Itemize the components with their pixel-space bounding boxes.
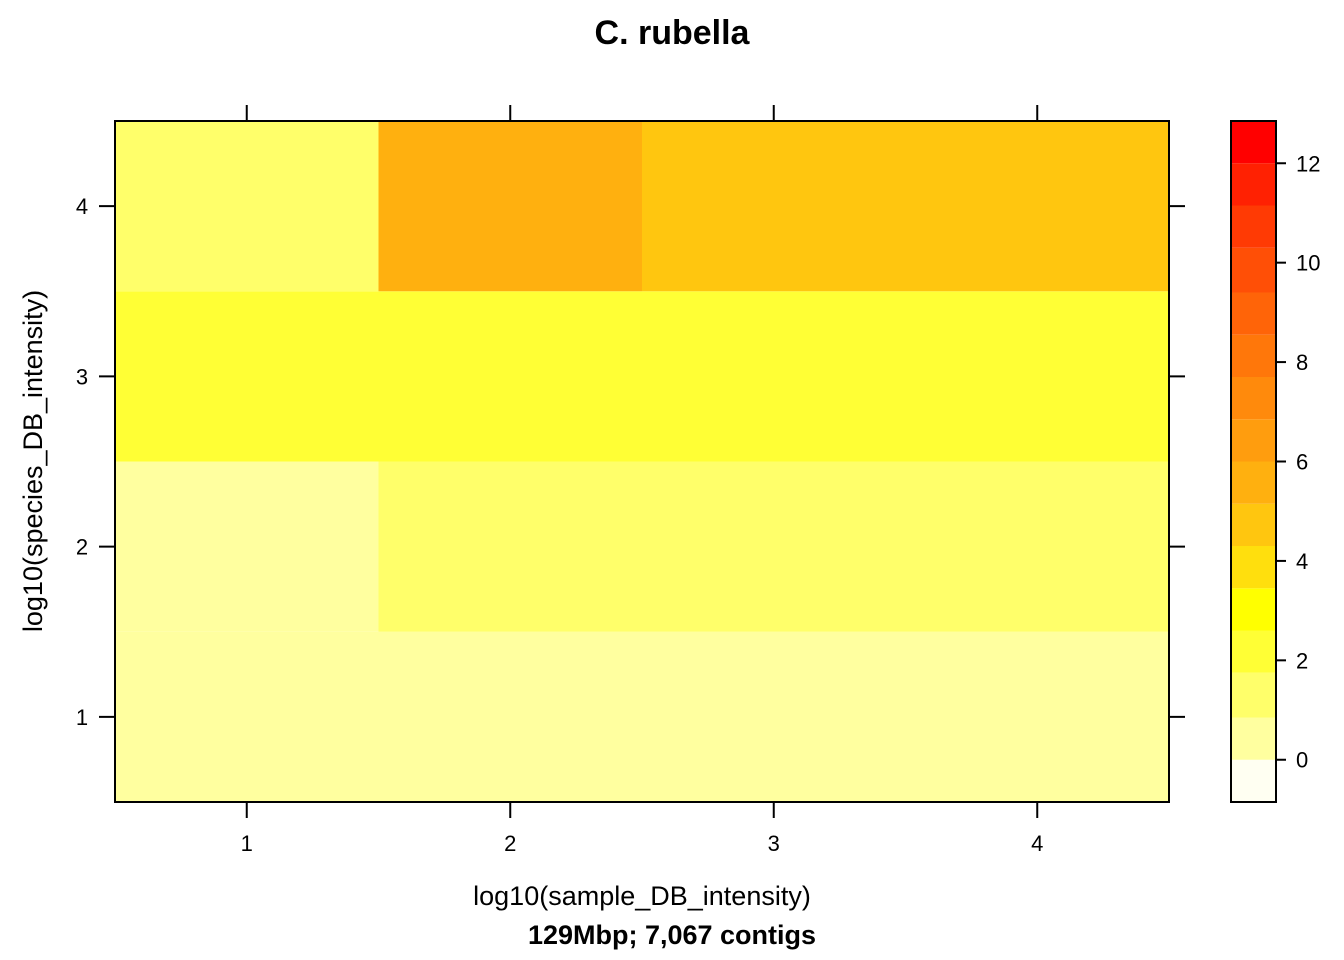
- plot-frame: [114, 120, 1170, 803]
- colorbar-tick-label: 8: [1296, 350, 1308, 375]
- colorbar-tick-label: 12: [1296, 151, 1320, 176]
- colorbar-segment: [1231, 717, 1276, 760]
- heatmap-cell-3-3: [642, 291, 906, 462]
- colorbar-tick-label: 6: [1296, 450, 1308, 475]
- colorbar-segment: [1231, 292, 1276, 335]
- colorbar-segment: [1231, 759, 1276, 802]
- y-tick-label-4: 4: [76, 194, 88, 219]
- chart-subtitle: 129Mbp; 7,067 contigs: [528, 920, 816, 950]
- heatmap-cell-3-1: [642, 631, 906, 802]
- heatmap-cells: [115, 121, 1169, 802]
- x-tick-label-2: 2: [504, 831, 516, 856]
- colorbar-segment: [1231, 503, 1276, 547]
- colorbar-tick-label: 10: [1296, 251, 1320, 276]
- colorbar-segment: [1231, 163, 1276, 206]
- heatmap-cell-1-3: [115, 291, 379, 462]
- heatmap-cell-3-4: [642, 121, 906, 292]
- heatmap-cell-4-3: [905, 291, 1169, 462]
- heatmap-cell-2-1: [378, 631, 642, 802]
- colorbar-segment: [1231, 461, 1276, 504]
- colorbar-segment: [1231, 121, 1276, 164]
- heatmap-cell-2-3: [378, 291, 642, 462]
- heatmap-cell-1-1: [115, 631, 379, 802]
- y-axis-label: log10(species_DB_intensity): [18, 290, 48, 632]
- heatmap-cell-4-1: [905, 631, 1169, 802]
- heatmap-cell-1-4: [115, 121, 379, 292]
- axis-ticks: 1 2 3 4 1 2 3 4: [76, 105, 1185, 856]
- heatmap-cell-3-2: [642, 461, 906, 632]
- heatmap-cell-4-2: [905, 461, 1169, 632]
- colorbar-tick-label: 0: [1296, 748, 1308, 773]
- heatmap-cell-2-2: [378, 461, 642, 632]
- x-tick-label-1: 1: [241, 831, 253, 856]
- x-axis-label: log10(sample_DB_intensity): [473, 881, 811, 911]
- colorbar-segment: [1231, 376, 1276, 420]
- colorbar-segment: [1231, 205, 1276, 248]
- y-tick-label-1: 1: [76, 705, 88, 730]
- heatmap-cell-2-4: [378, 121, 642, 292]
- x-tick-label-3: 3: [768, 831, 780, 856]
- colorbar-tick-label: 4: [1296, 549, 1308, 574]
- y-tick-label-2: 2: [76, 535, 88, 560]
- colorbar-segment: [1231, 546, 1276, 589]
- y-tick-label-3: 3: [76, 364, 88, 389]
- colorbar-segment: [1231, 672, 1276, 718]
- colorbar-segment: [1231, 588, 1276, 631]
- x-tick-label-4: 4: [1031, 831, 1043, 856]
- colorbar-segment: [1231, 630, 1276, 673]
- chart-title: C. rubella: [595, 14, 751, 52]
- heatmap-cell-1-2: [115, 461, 379, 632]
- colorbar-segment: [1231, 247, 1276, 293]
- colorbar-segment: [1231, 334, 1276, 377]
- heatmap-cell-4-4: [905, 121, 1169, 292]
- color-legend: 0 2 4 6 8 10 12: [1230, 120, 1320, 803]
- colorbar-tick-label: 2: [1296, 648, 1308, 673]
- colorbar-segment: [1231, 419, 1276, 462]
